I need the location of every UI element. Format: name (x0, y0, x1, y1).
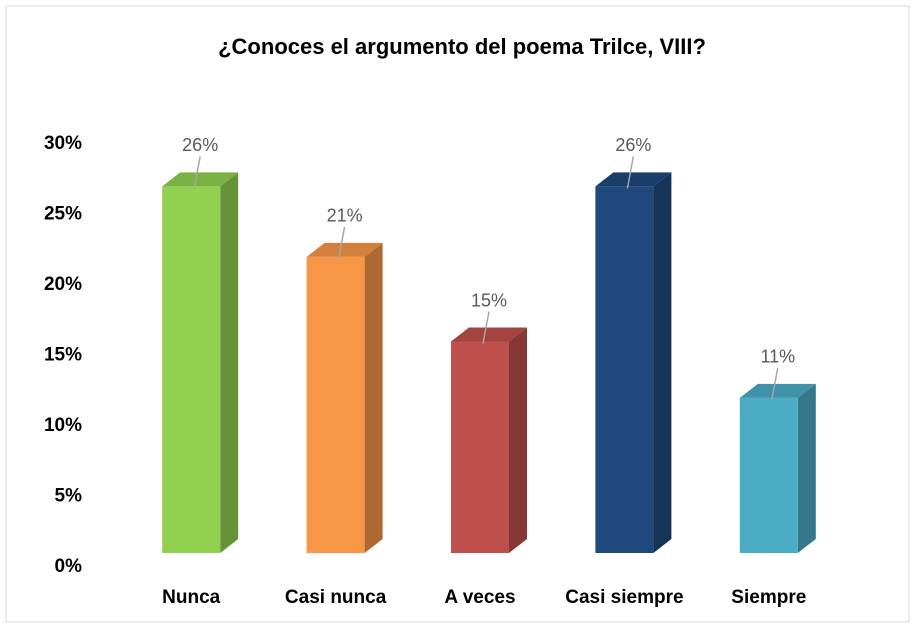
bar-side (220, 172, 239, 553)
bar-front (306, 256, 365, 553)
bar (595, 172, 672, 553)
x-tick-label: A veces (444, 587, 515, 608)
data-label: 15% (471, 290, 507, 310)
y-tick-label: 20% (44, 274, 82, 295)
bar-side (653, 172, 672, 553)
leader-line (482, 311, 490, 344)
leader-line (771, 367, 779, 401)
bar (451, 327, 527, 553)
leader-line (337, 226, 346, 260)
bar-top (595, 172, 672, 187)
x-tick-label: Casi siempre (565, 587, 683, 608)
bar-top (162, 172, 239, 187)
bar-side (797, 383, 816, 553)
bar (739, 383, 816, 553)
data-label: 26% (182, 135, 218, 155)
bar-front (162, 186, 221, 553)
bar-side (509, 327, 527, 553)
data-label: 26% (615, 135, 651, 155)
y-tick-label: 5% (55, 486, 83, 507)
leader-line (193, 156, 201, 189)
bar-front (595, 186, 654, 553)
data-label: 21% (327, 206, 363, 226)
bar-top (451, 327, 527, 342)
data-label: 11% (760, 347, 795, 367)
x-tick-label: Casi nunca (285, 587, 387, 608)
bar-top (739, 383, 816, 398)
leader-line (626, 156, 635, 189)
chart-title: ¿Conoces el argumento del poema Trilce, … (218, 34, 706, 59)
bar (306, 242, 383, 553)
bar-front (451, 341, 509, 553)
y-tick-label: 15% (44, 345, 82, 366)
bar-top (306, 242, 383, 257)
x-tick-label: Nunca (162, 587, 221, 608)
bar-side (364, 242, 383, 553)
bar-front (739, 397, 798, 553)
y-tick-label: 30% (44, 133, 82, 154)
y-tick-label: 10% (44, 415, 82, 436)
x-tick-label: Siempre (731, 587, 806, 608)
y-tick-label: 0% (55, 556, 83, 577)
y-tick-label: 25% (44, 204, 82, 225)
bar (162, 172, 239, 553)
